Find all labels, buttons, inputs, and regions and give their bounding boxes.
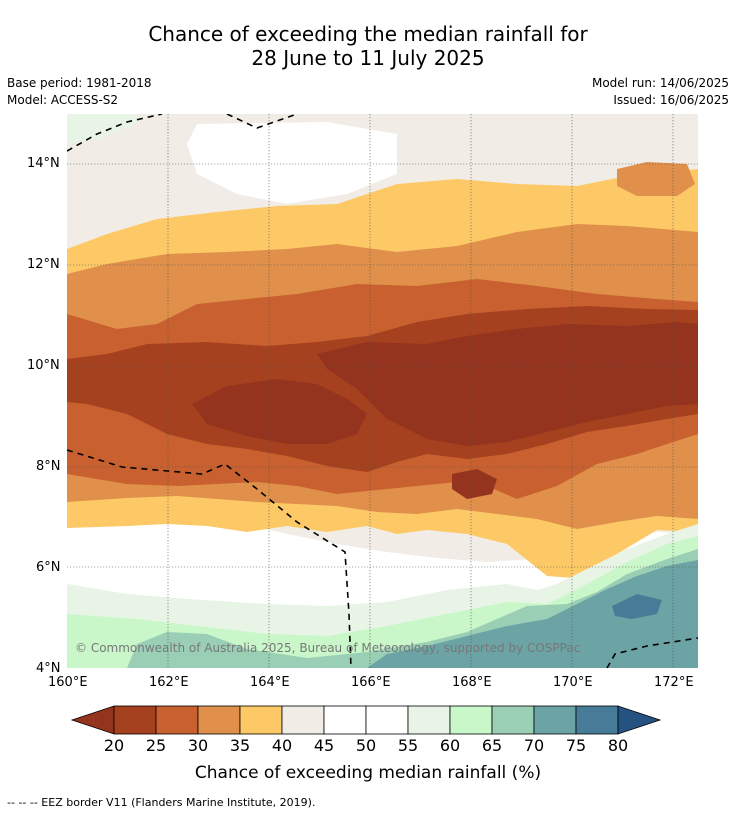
title-line-2: 28 June to 11 July 2025 xyxy=(251,46,485,70)
graticule xyxy=(67,114,698,668)
colorbar-title: Chance of exceeding median rainfall (%) xyxy=(194,763,542,783)
x-tick-label: 172°E xyxy=(654,675,694,690)
colorbar-swatch xyxy=(197,705,241,735)
colorbar-swatch xyxy=(533,705,577,735)
forecast-map xyxy=(67,114,698,668)
colorbar-swatch xyxy=(365,705,409,735)
y-tick-label: 4°N xyxy=(36,661,61,676)
copyright-notice: © Commonwealth of Australia 2025, Bureau… xyxy=(75,641,581,655)
colorbar-label: 40 xyxy=(271,736,293,755)
colorbar xyxy=(70,703,666,737)
region-45-50-north xyxy=(187,122,397,204)
colorbar-graphic xyxy=(70,705,662,735)
colorbar-label: 70 xyxy=(523,736,545,755)
x-tick-label: 166°E xyxy=(351,675,391,690)
colorbar-swatch xyxy=(449,705,493,735)
colorbar-swatch xyxy=(239,705,283,735)
y-tick-label: 8°N xyxy=(36,459,61,474)
x-tick-label: 160°E xyxy=(48,675,88,690)
region-70-75 xyxy=(367,560,698,668)
colorbar-label: 25 xyxy=(145,736,167,755)
colorbar-swatch xyxy=(113,705,157,735)
colorbar-label: 75 xyxy=(565,736,587,755)
colorbar-label: 80 xyxy=(607,736,629,755)
title-line-1: Chance of exceeding the median rainfall … xyxy=(148,22,588,46)
colorbar-label: 65 xyxy=(481,736,503,755)
base-period: Base period: 1981-2018 xyxy=(7,76,152,90)
colorbar-swatch xyxy=(281,705,325,735)
colorbar-label: 55 xyxy=(397,736,419,755)
y-tick-label: 10°N xyxy=(27,358,60,373)
colorbar-swatch xyxy=(491,705,535,735)
model-name: Model: ACCESS-S2 xyxy=(7,93,119,107)
y-tick-label: 14°N xyxy=(27,156,60,171)
colorbar-label: 30 xyxy=(187,736,209,755)
colorbar-label: 60 xyxy=(439,736,461,755)
x-tick-label: 162°E xyxy=(149,675,189,690)
colorbar-swatch xyxy=(323,705,367,735)
colorbar-swatch xyxy=(575,705,619,735)
eez-footnote: -- -- -- EEZ border V11 (Flanders Marine… xyxy=(7,796,316,809)
issued-date: Issued: 16/06/2025 xyxy=(613,93,729,107)
colorbar-label: 45 xyxy=(313,736,335,755)
region-75-80 xyxy=(612,594,662,619)
colorbar-swatch xyxy=(155,705,199,735)
x-tick-label: 168°E xyxy=(452,675,492,690)
map-canvas xyxy=(67,114,698,668)
colorbar-label: 50 xyxy=(355,736,377,755)
model-run: Model run: 14/06/2025 xyxy=(591,76,729,90)
eez-border xyxy=(67,114,698,668)
colorbar-swatch xyxy=(407,705,451,735)
colorbar-over-arrow xyxy=(617,705,662,735)
colorbar-under-arrow xyxy=(70,705,115,735)
y-tick-label: 6°N xyxy=(36,560,61,575)
x-tick-label: 164°E xyxy=(250,675,290,690)
x-tick-label: 170°E xyxy=(553,675,593,690)
colorbar-label: 20 xyxy=(103,736,125,755)
region-30-35-patch xyxy=(617,162,695,196)
y-tick-label: 12°N xyxy=(27,257,60,272)
colorbar-label: 35 xyxy=(229,736,251,755)
